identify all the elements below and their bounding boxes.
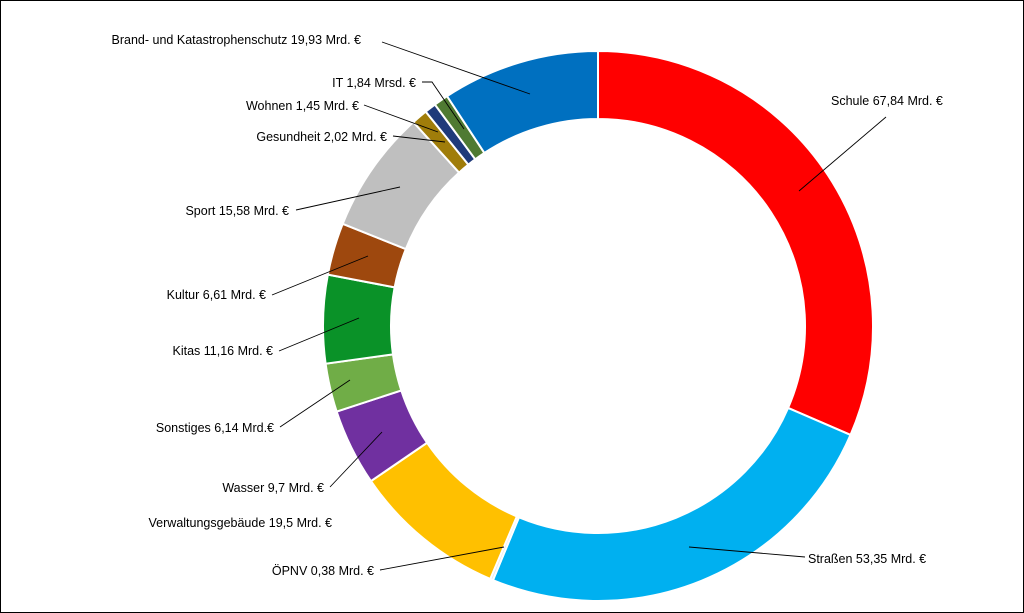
leader-line-brand-und-katastrophenschutz: [381, 41, 531, 95]
leader-line-kitas: [278, 317, 360, 352]
label-wohnen: Wohnen 1,45 Mrd. €: [246, 99, 359, 113]
label-kultur: Kultur 6,61 Mrd. €: [167, 288, 266, 302]
label-brand-und-katastrophenschutz: Brand- und Katastrophenschutz 19,93 Mrd.…: [112, 33, 362, 47]
label-strassen: Straßen 53,35 Mrd. €: [808, 552, 926, 566]
label-schule: Schule 67,84 Mrd. €: [831, 94, 943, 108]
label-gesundheit: Gesundheit 2,02 Mrd. €: [256, 130, 387, 144]
slice-kitas: [322, 273, 396, 365]
label-sport: Sport 15,58 Mrd. €: [185, 204, 289, 218]
leader-line-oepnv: [379, 546, 505, 571]
leader-line-kultur: [271, 255, 369, 296]
label-oepnv: ÖPNV 0,38 Mrd. €: [272, 564, 374, 578]
donut-slices: [322, 49, 874, 602]
label-kitas: Kitas 11,16 Mrd. €: [172, 344, 273, 358]
leader-lines: [271, 41, 887, 571]
slice-labels: Schule 67,84 Mrd. € Straßen 53,35 Mrd. € Ö…: [112, 33, 943, 578]
label-verwaltungsgebaeude: Verwaltungsgebäude 19,5 Mrd. €: [149, 516, 333, 530]
leader-line-wasser: [329, 431, 383, 488]
leader-line-schule: [798, 116, 887, 192]
slice-schule: [597, 49, 874, 437]
leader-line-wohnen: [363, 104, 439, 133]
label-wasser: Wasser 9,7 Mrd. €: [222, 481, 324, 495]
label-sonstiges: Sonstiges 6,14 Mrd.€: [156, 421, 274, 435]
leader-line-strassen: [688, 546, 806, 558]
leader-line-gesundheit: [392, 135, 446, 143]
label-it: IT 1,84 Mrsd. €: [332, 76, 416, 90]
slice-brand-und-katastrophenschutz: [445, 49, 599, 155]
leader-line-sport: [295, 186, 401, 211]
leader-line-it: [422, 81, 465, 130]
slice-strassen: [491, 406, 852, 602]
leader-line-sonstiges: [279, 379, 351, 428]
